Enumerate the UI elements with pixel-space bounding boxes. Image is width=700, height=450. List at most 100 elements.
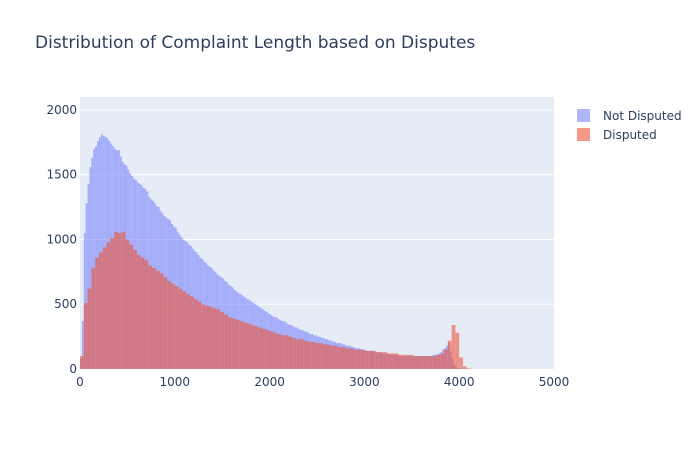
bar[interactable] [273,332,278,369]
bar[interactable] [87,183,90,369]
bar[interactable] [129,244,134,369]
bar[interactable] [110,238,115,369]
bar[interactable] [345,348,350,369]
bar[interactable] [330,345,335,369]
bar[interactable] [208,306,213,369]
bar[interactable] [440,353,445,369]
bar[interactable] [390,353,395,369]
legend-item-disputed[interactable]: Disputed [577,125,682,144]
bar[interactable] [409,354,414,369]
bar[interactable] [91,267,96,369]
bar[interactable] [80,356,84,369]
bar[interactable] [356,349,361,369]
bar[interactable] [117,233,122,369]
bar[interactable] [95,257,99,369]
bar[interactable] [303,340,308,369]
bar[interactable] [83,302,88,369]
bar[interactable] [98,252,103,369]
bar[interactable] [262,328,266,369]
bar[interactable] [337,346,342,369]
bar[interactable] [428,356,433,369]
bar[interactable] [459,357,463,369]
bar[interactable] [83,233,86,369]
bar[interactable] [231,318,236,369]
bar[interactable] [171,283,175,369]
bar[interactable] [167,280,172,369]
bar[interactable] [277,334,281,369]
bar[interactable] [375,352,380,369]
bar[interactable] [371,350,376,369]
bar[interactable] [258,327,263,369]
bar[interactable] [447,340,452,369]
bar[interactable] [121,231,126,369]
bar[interactable] [106,242,111,369]
bar[interactable] [292,337,297,369]
bar[interactable] [432,356,437,369]
bar[interactable] [189,296,194,369]
bar[interactable] [254,326,259,369]
bar[interactable] [205,305,209,369]
bar[interactable] [280,335,285,369]
bar[interactable] [466,368,471,369]
bar[interactable] [444,349,448,369]
bar[interactable] [227,317,232,369]
bar[interactable] [163,277,168,369]
bar[interactable] [364,350,369,369]
bar[interactable] [250,324,255,369]
bar[interactable] [421,356,426,369]
bar[interactable] [136,255,141,369]
bar[interactable] [318,343,323,369]
bar[interactable] [368,350,372,369]
bar[interactable] [178,288,183,369]
bar[interactable] [97,141,99,369]
bar[interactable] [174,286,179,369]
bar[interactable] [425,356,429,369]
bar[interactable] [81,321,84,369]
bar[interactable] [360,349,365,369]
bar[interactable] [152,267,156,369]
bar[interactable] [246,323,251,369]
bar[interactable] [462,366,467,369]
bar[interactable] [398,354,403,369]
bar[interactable] [197,301,202,369]
bar[interactable] [387,353,391,369]
bar[interactable] [296,339,300,369]
bar[interactable] [284,335,289,369]
bar[interactable] [406,354,410,369]
bar[interactable] [235,319,240,369]
bar[interactable] [220,312,225,369]
bar[interactable] [159,273,164,369]
bar[interactable] [265,330,270,369]
bar[interactable] [102,247,107,369]
bar[interactable] [353,349,357,369]
bar[interactable] [125,239,130,369]
bar[interactable] [394,353,399,369]
bar[interactable] [436,354,441,369]
bar[interactable] [144,260,149,369]
bar[interactable] [100,134,103,369]
bar[interactable] [307,341,312,369]
bar[interactable] [315,343,319,369]
bar[interactable] [91,157,94,369]
bar[interactable] [341,346,346,369]
bar[interactable] [87,288,92,369]
bar[interactable] [216,309,221,369]
bar[interactable] [269,331,274,369]
bar[interactable] [417,356,422,369]
bar[interactable] [455,332,460,369]
bar[interactable] [133,249,137,369]
bar[interactable] [193,299,198,369]
legend-item-not-disputed[interactable]: Not Disputed [577,106,682,125]
bar[interactable] [383,352,388,369]
bar[interactable] [299,339,304,369]
bar[interactable] [311,341,316,369]
bar[interactable] [186,293,190,369]
bar[interactable] [89,166,92,369]
bar[interactable] [212,308,217,369]
bar[interactable] [201,304,206,369]
bar[interactable] [224,314,228,369]
bar[interactable] [451,324,456,369]
bar[interactable] [239,321,244,369]
bar[interactable] [243,322,247,369]
bar[interactable] [402,354,407,369]
